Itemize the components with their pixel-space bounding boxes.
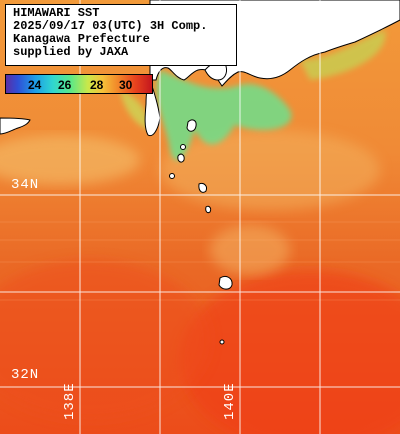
island-toshima [180,144,186,150]
lon-label-138e: 138E [62,382,78,420]
cool-swirl [160,130,380,210]
product-title: HIMAWARI SST [13,6,100,20]
warm-patch [180,270,400,434]
temperature-colorbar: 24 26 28 30 [5,74,153,94]
colorbar-tick: 30 [119,78,133,92]
island-kozushima [169,173,175,179]
map-info-box: HIMAWARI SST 2025/09/17 03(UTC) 3H Comp.… [5,4,237,66]
scan-lines [0,221,400,301]
island-hachijojima [218,275,233,290]
lon-label-140e: 140E [222,382,238,420]
cold-water-band [120,90,150,130]
island-miyakejima [198,183,207,193]
data-credit: supplied by JAXA [13,45,129,59]
cool-swirl [0,135,140,185]
island-oshima [186,119,197,132]
observation-datetime: 2025/09/17 03(UTC) 3H Comp. [13,19,208,33]
lat-label-34n: 34N [11,177,40,193]
izu-islands [169,119,233,345]
island-aogashima [219,339,225,345]
island-mikurajima [205,205,212,214]
lat-label-32n: 32N [11,367,40,383]
colorbar-tick: 28 [90,78,104,92]
cold-water-band [156,70,292,161]
region-name: Kanagawa Prefecture [13,32,150,46]
cold-water-band [300,30,386,80]
colorbar-tick: 26 [58,78,72,92]
colorbar-tick: 24 [28,78,42,92]
island-niijima [177,153,185,163]
cool-swirl [210,225,290,275]
land-omaezaki [0,117,31,135]
warm-patch [0,260,210,420]
